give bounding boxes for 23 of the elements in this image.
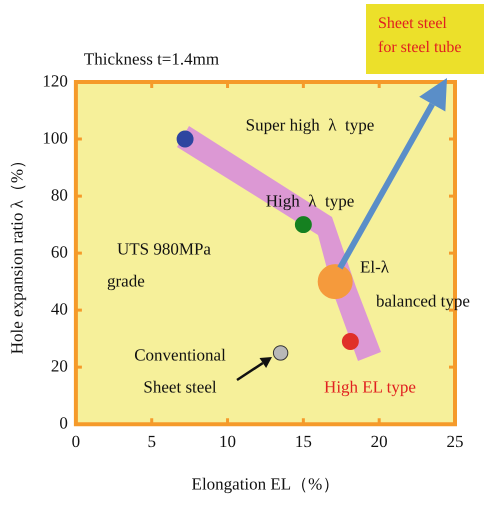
x-tick-label: 10	[219, 432, 236, 451]
y-tick-label: 80	[50, 186, 68, 205]
annotation: High λ type	[266, 191, 354, 210]
y-tick-label: 120	[42, 71, 68, 90]
chart-title: Thickness t=1.4mm	[84, 49, 220, 68]
x-axis-title: Elongation EL（%）	[192, 474, 340, 494]
annotation: Super high λ type	[246, 115, 374, 134]
annotation: UTS 980MPa grade	[107, 239, 212, 290]
x-tick-label: 5	[147, 432, 156, 451]
y-axis-title: Hole expansion ratio λ（%）	[8, 152, 27, 354]
y-tick-label: 20	[50, 356, 68, 376]
y-tick-label: 0	[59, 414, 68, 433]
x-tick-label: 25	[446, 432, 464, 451]
x-tick-label: 15	[294, 432, 312, 451]
y-tick-label: 100	[42, 128, 68, 148]
annotation: High EL type	[324, 377, 416, 396]
annotation: El-λ balanced type	[360, 257, 470, 310]
x-tick-label: 20	[370, 432, 388, 451]
y-tick-label: 60	[50, 242, 68, 262]
annotation: Conventional Sheet steel	[134, 345, 226, 396]
x-tick-label: 0	[72, 432, 80, 451]
y-tick-label: 40	[50, 300, 68, 319]
note-box: Sheet steel for steel tube	[366, 4, 484, 74]
